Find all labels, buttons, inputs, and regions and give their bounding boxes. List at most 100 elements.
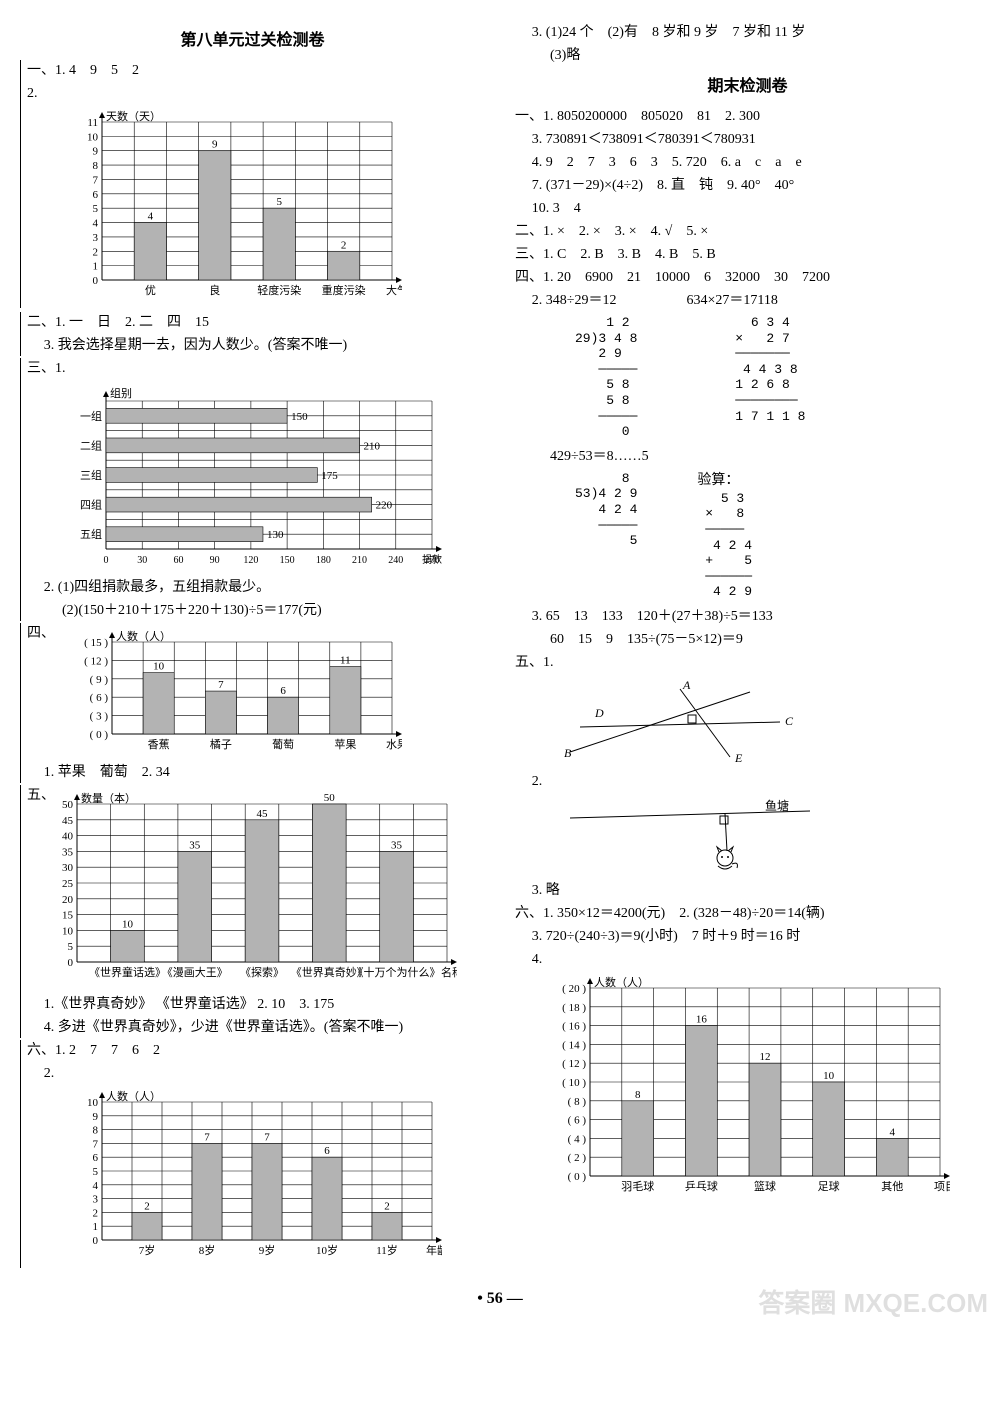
svg-text:9: 9 — [212, 139, 218, 151]
r-s2: 二、1. × 2. × 3. × 4. √ 5. × — [515, 221, 980, 242]
svg-text:( 12 ): ( 12 ) — [84, 655, 108, 667]
svg-text:大气状况: 大气状况 — [386, 283, 402, 297]
svg-text:4: 4 — [93, 1180, 99, 1192]
svg-text:8: 8 — [93, 160, 99, 172]
svg-text:11岁: 11岁 — [376, 1243, 398, 1257]
svg-text:羽毛球: 羽毛球 — [621, 1179, 654, 1193]
svg-text:150: 150 — [280, 555, 295, 566]
r-s1-10: 10. 3 4 — [515, 198, 980, 219]
svg-text:9岁: 9岁 — [259, 1243, 276, 1257]
geometry-2: 鱼塘 — [550, 796, 980, 876]
longdiv-1: 1 2 29)3 4 8 2 9 ───── 5 8 5 8 ───── 0 — [575, 315, 637, 440]
svg-text:30: 30 — [137, 555, 147, 566]
svg-text:5: 5 — [276, 196, 282, 208]
svg-text:8岁: 8岁 — [199, 1243, 216, 1257]
longmul-2: 5 3 × 8 ───── 4 2 4 + 5 ────── 4 2 9 — [697, 491, 752, 600]
svg-text:数量（本）: 数量（本） — [81, 791, 136, 805]
svg-text:《世界童话选》: 《世界童话选》 — [89, 965, 166, 979]
svg-text:良: 良 — [209, 283, 220, 297]
chart3: ( 15 )( 12 )( 9 )( 6 )( 3 )( 0 )10香蕉7橘子6… — [62, 628, 485, 758]
svg-text:240: 240 — [388, 555, 403, 566]
l-s6-1: 六、1. 2 7 7 6 2 — [27, 1040, 485, 1061]
svg-text:5: 5 — [93, 203, 99, 215]
svg-text:2: 2 — [341, 239, 347, 251]
svg-text:足球: 足球 — [818, 1179, 840, 1193]
l-s1-2: 2. — [27, 83, 485, 104]
r-s4-1: 四、1. 20 6900 21 10000 6 32000 30 7200 — [515, 267, 980, 288]
svg-text:( 9 ): ( 9 ) — [90, 674, 109, 686]
svg-text:( 3 ): ( 3 ) — [90, 711, 109, 723]
svg-text:9: 9 — [93, 146, 99, 158]
svg-text:篮球: 篮球 — [754, 1179, 776, 1193]
svg-text:180: 180 — [316, 555, 331, 566]
svg-text:7: 7 — [218, 679, 224, 691]
svg-text:8: 8 — [93, 1125, 99, 1137]
svg-text:40: 40 — [62, 831, 74, 843]
r-s5-2: 2. — [515, 771, 980, 792]
svg-text:7: 7 — [93, 174, 99, 186]
svg-text:6: 6 — [93, 189, 99, 201]
svg-text:10: 10 — [87, 131, 99, 143]
svg-text:175: 175 — [321, 470, 338, 482]
r-s5-1: 五、1. — [515, 652, 980, 673]
longdiv-2: 8 53)4 2 9 4 2 4 ───── 5 — [575, 471, 637, 600]
svg-text:35: 35 — [189, 839, 201, 851]
svg-text:( 4 ): ( 4 ) — [568, 1133, 587, 1145]
svg-text:香蕉: 香蕉 — [148, 738, 170, 751]
svg-text:10: 10 — [122, 918, 134, 930]
svg-text:30: 30 — [62, 862, 74, 874]
left-column: 第八单元过关检测卷 一、1. 4 9 5 2 2. 01234567891011… — [20, 20, 485, 1272]
chart1: 012345678910114优9良5轻度污染2重度污染天数（天）大气状况 — [62, 108, 485, 308]
r-s4-3b: 60 15 9 135÷(75－5×12)＝9 — [515, 629, 980, 650]
svg-text:轻度污染: 轻度污染 — [257, 283, 301, 297]
svg-text:10: 10 — [87, 1097, 99, 1109]
svg-text:3: 3 — [93, 232, 99, 244]
svg-text:6: 6 — [280, 685, 286, 697]
svg-text:B: B — [564, 746, 572, 760]
svg-text:五组: 五组 — [80, 527, 102, 541]
l-s2-3: 3. 我会选择星期一去，因为人数少。(答案不唯一) — [27, 335, 485, 356]
r-s4-2: 2. 348÷29＝12 634×27＝17118 — [515, 290, 980, 311]
svg-text:45: 45 — [62, 815, 74, 827]
svg-text:1: 1 — [93, 1221, 99, 1233]
chart5: 01234567891027岁78岁79岁610岁211岁人数（人）年龄 — [62, 1088, 485, 1268]
unit8-title: 第八单元过关检测卷 — [20, 26, 485, 50]
svg-text:C: C — [785, 714, 794, 728]
svg-text:( 14 ): ( 14 ) — [562, 1039, 586, 1051]
svg-text:三组: 三组 — [80, 468, 102, 482]
svg-text:11: 11 — [87, 117, 98, 129]
svg-text:( 10 ): ( 10 ) — [562, 1077, 586, 1089]
l-s6-2: 2. — [27, 1063, 485, 1084]
final-title: 期末检测卷 — [515, 72, 980, 96]
svg-text:0: 0 — [68, 957, 74, 969]
svg-text:2: 2 — [384, 1200, 390, 1212]
svg-text:3: 3 — [93, 1194, 99, 1206]
svg-text:( 6 ): ( 6 ) — [568, 1115, 587, 1127]
svg-text:重度污染: 重度污染 — [322, 283, 366, 297]
r-s6-3: 3. 720÷(240÷3)＝9(小时) 7 时＋9 时＝16 时 — [515, 926, 980, 947]
svg-text:人数（人）: 人数（人） — [106, 1090, 161, 1103]
l-s3-2a: 2. (1)四组捐款最多，五组捐款最少。 — [27, 577, 485, 598]
svg-text:2: 2 — [93, 1207, 99, 1219]
svg-text:组别: 组别 — [110, 386, 132, 400]
svg-text:其他: 其他 — [881, 1180, 903, 1193]
svg-text:7岁: 7岁 — [139, 1243, 156, 1257]
svg-text:10: 10 — [823, 1070, 835, 1082]
r-s1-7: 7. (371－29)×(4÷2) 8. 直 钝 9. 40° 40° — [515, 175, 980, 196]
svg-text:0: 0 — [104, 555, 109, 566]
svg-text:4: 4 — [148, 211, 154, 223]
l-s3-2b: (2)(150＋210＋175＋220＋130)÷5＝177(元) — [27, 600, 485, 621]
svg-text:6: 6 — [324, 1145, 330, 1157]
r-s4-3a: 3. 65 13 133 120＋(27＋38)÷5＝133 — [515, 606, 980, 627]
svg-text:7: 7 — [204, 1131, 210, 1143]
svg-text:E: E — [734, 751, 743, 765]
svg-text:7: 7 — [264, 1131, 270, 1143]
svg-text:4: 4 — [890, 1126, 896, 1138]
svg-text:20: 20 — [62, 894, 74, 906]
svg-text:二组: 二组 — [80, 438, 102, 452]
l-s4-1: 1. 苹果 葡萄 2. 34 — [27, 762, 485, 783]
svg-text:120: 120 — [243, 555, 258, 566]
svg-text:16: 16 — [696, 1014, 708, 1026]
r-s1-4: 4. 9 2 7 3 6 3 5. 720 6. a c a e — [515, 152, 980, 173]
chart6: ( 0 )( 2 )( 4 )( 6 )( 8 )( 10 )( 12 )( 1… — [550, 974, 980, 1204]
